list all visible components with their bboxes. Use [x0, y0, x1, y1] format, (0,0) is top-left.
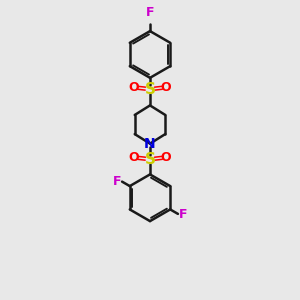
Text: O: O — [129, 152, 140, 164]
Text: S: S — [145, 152, 155, 167]
Text: F: F — [146, 6, 154, 20]
Text: F: F — [113, 175, 122, 188]
Text: O: O — [160, 81, 171, 94]
Text: O: O — [160, 152, 171, 164]
Text: S: S — [145, 82, 155, 97]
Text: N: N — [144, 136, 156, 151]
Text: O: O — [129, 81, 140, 94]
Text: F: F — [179, 208, 187, 221]
